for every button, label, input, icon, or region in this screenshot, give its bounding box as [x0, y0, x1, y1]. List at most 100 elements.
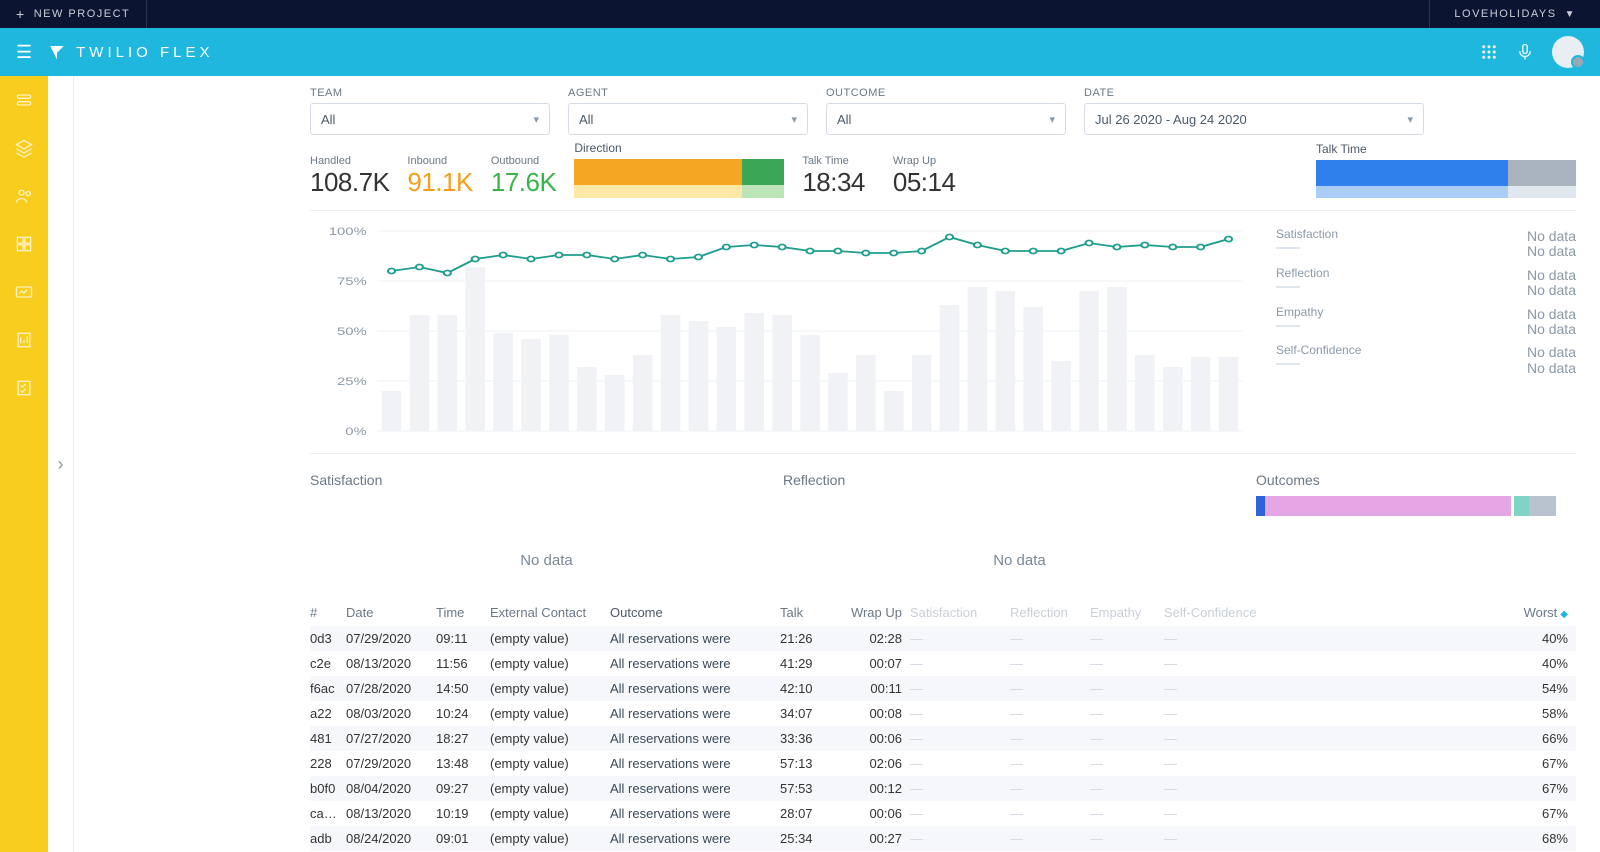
filter-team-value: All: [321, 112, 335, 127]
nav-layers-icon[interactable]: [14, 138, 34, 158]
metric-handled: Handled 108.7K: [310, 155, 389, 198]
menu-icon[interactable]: ☰: [16, 42, 32, 63]
table-cell: —: [910, 781, 1010, 796]
mic-icon[interactable]: [1516, 43, 1534, 61]
table-col-header[interactable]: Worst◆: [1284, 605, 1576, 620]
trend-chart: 100%75%50%25%0%: [310, 221, 1256, 441]
table-cell: —: [1090, 781, 1164, 796]
nav-tasks-icon[interactable]: [14, 378, 34, 398]
table-col-header[interactable]: Talk: [780, 605, 840, 620]
table-cell: ca26: [310, 806, 346, 821]
nav-queues-icon[interactable]: [14, 90, 34, 110]
new-project-button[interactable]: + NEW PROJECT: [0, 0, 147, 28]
nav-reports-icon[interactable]: [14, 330, 34, 350]
table-cell: 08/03/2020: [346, 706, 436, 721]
table-col-header[interactable]: #: [310, 605, 346, 620]
table-row[interactable]: f6ac07/28/202014:50(empty value)All rese…: [310, 676, 1576, 701]
table-cell: 00:08: [840, 706, 910, 721]
metric-talktime-label: Talk Time: [802, 155, 865, 167]
metric-inbound: Inbound 91.1K: [407, 155, 472, 198]
filter-date: DATE Jul 26 2020 - Aug 24 2020 ▾: [1084, 84, 1424, 135]
filter-agent-value: All: [579, 112, 593, 127]
table-row[interactable]: c2e08/13/202011:56(empty value)All reser…: [310, 651, 1576, 676]
table-cell: (empty value): [490, 806, 610, 821]
nav-rail: [0, 76, 48, 852]
satisfaction-nodata: No data: [310, 552, 783, 569]
table-col-header[interactable]: Empathy: [1090, 605, 1164, 620]
table-cell: (empty value): [490, 756, 610, 771]
table-cell: —: [1164, 806, 1284, 821]
table-col-header[interactable]: Reflection: [1010, 605, 1090, 620]
table-cell: —: [1010, 656, 1090, 671]
table-row[interactable]: 22807/29/202013:48(empty value)All reser…: [310, 751, 1576, 776]
table-cell: —: [910, 706, 1010, 721]
table-col-header[interactable]: Wrap Up: [840, 605, 910, 620]
table-col-header[interactable]: Self-Confidence: [1164, 605, 1284, 620]
table-cell: —: [1010, 681, 1090, 696]
new-project-label: NEW PROJECT: [34, 8, 131, 20]
filter-date-label: DATE: [1084, 87, 1115, 99]
table-cell: (empty value): [490, 781, 610, 796]
table-cell: 10:24: [436, 706, 490, 721]
table-cell: —: [1164, 781, 1284, 796]
chevron-down-icon: ▾: [1049, 113, 1055, 126]
filter-team-select[interactable]: All ▾: [310, 103, 550, 135]
table-cell: 67%: [1284, 781, 1576, 796]
table-col-header[interactable]: Date: [346, 605, 436, 620]
table-cell: —: [1010, 831, 1090, 846]
table-cell: 57:53: [780, 781, 840, 796]
twilio-flex-icon: [48, 43, 66, 61]
table-cell: 228: [310, 756, 346, 771]
table-cell: All reservations were: [610, 806, 780, 821]
filter-outcome-value: All: [837, 112, 851, 127]
nav-agents-icon[interactable]: [14, 186, 34, 206]
dialpad-icon[interactable]: [1480, 43, 1498, 61]
table-cell: (empty value): [490, 706, 610, 721]
table-col-header[interactable]: Time: [436, 605, 490, 620]
table-header: #DateTimeExternal ContactOutcomeTalkWrap…: [310, 599, 1576, 626]
talktime-bar: [1316, 160, 1576, 186]
table-col-header[interactable]: Outcome: [610, 605, 780, 620]
table-cell: (empty value): [490, 631, 610, 646]
table-row[interactable]: a2208/03/202010:24(empty value)All reser…: [310, 701, 1576, 726]
chevron-right-icon[interactable]: ›: [58, 454, 64, 475]
nav-analytics-icon[interactable]: [14, 282, 34, 302]
svg-text:0%: 0%: [345, 425, 367, 438]
table-cell: 14:50: [436, 681, 490, 696]
table-col-header[interactable]: Satisfaction: [910, 605, 1010, 620]
table-row[interactable]: b0f008/04/202009:27(empty value)All rese…: [310, 776, 1576, 801]
table-row[interactable]: 0d307/29/202009:11(empty value)All reser…: [310, 626, 1576, 651]
metric-inbound-value: 91.1K: [407, 167, 472, 198]
table-col-header[interactable]: External Contact: [490, 605, 610, 620]
table-cell: 02:28: [840, 631, 910, 646]
table-row[interactable]: adb08/24/202009:01(empty value)All reser…: [310, 826, 1576, 851]
direction-bar-shadow: [574, 185, 784, 198]
table-cell: —: [1090, 831, 1164, 846]
metric-outbound: Outbound 17.6K: [491, 155, 556, 198]
table-cell: 08/04/2020: [346, 781, 436, 796]
filter-outcome-select[interactable]: All ▾: [826, 103, 1066, 135]
metric-wrapup-label: Wrap Up: [893, 155, 956, 167]
table-cell: —: [1010, 806, 1090, 821]
table-cell: —: [1164, 681, 1284, 696]
table-cell: —: [1010, 781, 1090, 796]
table-cell: 0d3: [310, 631, 346, 646]
table-cell: 08/13/2020: [346, 656, 436, 671]
talktime-bar-shadow: [1316, 186, 1576, 198]
table-cell: 00:06: [840, 731, 910, 746]
table-cell: All reservations were: [610, 681, 780, 696]
nav-dashboard-icon[interactable]: [14, 234, 34, 254]
filter-date-select[interactable]: Jul 26 2020 - Aug 24 2020 ▾: [1084, 103, 1424, 135]
table-cell: adb: [310, 831, 346, 846]
table-cell: 40%: [1284, 631, 1576, 646]
plus-icon: +: [16, 6, 26, 22]
table-row[interactable]: ca2608/13/202010:19(empty value)All rese…: [310, 801, 1576, 826]
table-cell: 41:29: [780, 656, 840, 671]
svg-text:50%: 50%: [337, 325, 367, 338]
table-row[interactable]: 48107/27/202018:27(empty value)All reser…: [310, 726, 1576, 751]
account-switcher[interactable]: LOVEHOLIDAYS ▼: [1429, 0, 1600, 28]
filter-agent-select[interactable]: All ▾: [568, 103, 808, 135]
chevron-down-icon: ▾: [791, 113, 797, 126]
avatar[interactable]: [1552, 36, 1584, 68]
filter-agent: AGENT All ▾: [568, 84, 808, 135]
